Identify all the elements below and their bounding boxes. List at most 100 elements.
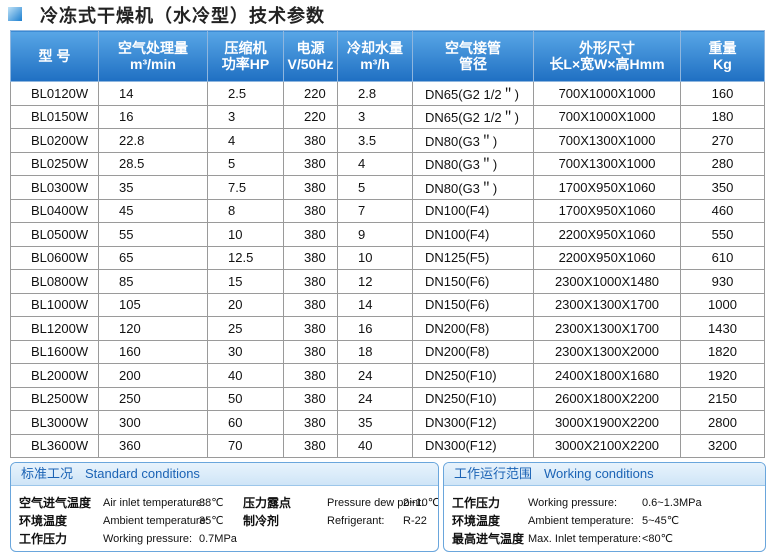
table-cell: 45	[98, 198, 208, 223]
table-cell: BL0250W	[10, 151, 99, 176]
table-cell: 460	[680, 198, 765, 223]
table-cell: 3000X1900X2200	[533, 410, 681, 435]
table-cell: 300	[98, 410, 208, 435]
table-cell: 4	[337, 151, 413, 176]
title: 冷冻式干燥机（水冷型）技术参数	[40, 6, 325, 26]
table-row: BL1000W 105 20 380 14 DN150(F6) 2300X1300X1700…	[10, 292, 765, 317]
label-en: Working pressure:	[528, 497, 618, 509]
table-cell: 160	[98, 339, 208, 364]
header-line: 管径	[459, 56, 487, 72]
header-line: 外形尺寸	[579, 40, 635, 56]
header-line: V/50Hz	[287, 56, 334, 72]
table-cell: 380	[283, 292, 338, 317]
header-line: Kg	[713, 56, 732, 72]
table-cell: 2.5	[207, 81, 284, 106]
table-cell: 220	[283, 81, 338, 106]
table-cell: 60	[207, 410, 284, 435]
table-cell: 250	[98, 386, 208, 411]
table-cell: 35	[337, 410, 413, 435]
table-cell: 2200X950X1060	[533, 222, 681, 247]
table-cell: 1820	[680, 339, 765, 364]
table-cell: 380	[283, 339, 338, 364]
table-cell: 28.5	[98, 151, 208, 176]
table-cell: 7.5	[207, 175, 284, 200]
table-cell: 380	[283, 410, 338, 435]
table-cell: 380	[283, 316, 338, 341]
table-cell: 40	[207, 363, 284, 388]
table-cell: 9	[337, 222, 413, 247]
table-row: BL0120W 14 2.5 220 2.8 DN65(G2 1/2＂) 700X1000X…	[10, 81, 765, 106]
table-cell: 3000X2100X2200	[533, 433, 681, 458]
table-cell: 14	[337, 292, 413, 317]
table-cell: BL2500W	[10, 386, 99, 411]
table-cell: BL0800W	[10, 269, 99, 294]
table-row: BL2500W 250 50 380 24 DN250(F10) 2600X1800X220…	[10, 386, 765, 411]
table-cell: 2.8	[337, 81, 413, 106]
table-cell: 380	[283, 128, 338, 153]
table-cell: 2400X1800X1680	[533, 363, 681, 388]
condition-item: 最高进气温度 Max. Inlet temperature: <80℃	[452, 531, 673, 547]
label-cn: 最高进气温度	[452, 532, 525, 546]
table-cell: DN125(F5)	[412, 245, 534, 270]
value: 35℃	[199, 515, 224, 527]
table-cell: BL2000W	[10, 363, 99, 388]
condition-item: 工作压力 Working pressure: 0.6~1.3MPa	[452, 495, 702, 511]
box-title-cn: 工作运行范围	[454, 466, 533, 481]
table-cell: 3200	[680, 433, 765, 458]
table-cell: 24	[337, 386, 413, 411]
table-row: BL0600W 65 12.5 380 10 DN125(F5) 2200X950X1060…	[10, 245, 765, 270]
condition-item: 工作压力 Working pressure: 0.7MPa	[19, 531, 237, 547]
label-cn: 空气进气温度	[19, 496, 92, 510]
table-cell: 550	[680, 222, 765, 247]
table-cell: 380	[283, 363, 338, 388]
table-cell: 5	[337, 175, 413, 200]
label-cn: 工作压力	[19, 532, 68, 546]
table-cell: 350	[680, 175, 765, 200]
header-line: 型 号	[38, 48, 71, 64]
table-cell: DN150(F6)	[412, 292, 534, 317]
table-cell: 5	[207, 151, 284, 176]
label-en: Pressure dew point:	[327, 497, 425, 509]
value: 0.6~1.3MPa	[642, 497, 702, 509]
table-cell: DN65(G2 1/2＂)	[412, 81, 534, 106]
table-cell: 12	[337, 269, 413, 294]
table-cell: DN250(F10)	[412, 363, 534, 388]
header-line: 重量	[708, 40, 737, 56]
label-cn: 环境温度	[19, 514, 68, 528]
table-cell: DN65(G2 1/2＂)	[412, 104, 534, 129]
box-header: 标准工况 Standard conditions	[11, 463, 438, 486]
label-cn: 压力露点	[243, 496, 292, 510]
table-cell: BL0500W	[10, 222, 99, 247]
table-cell: 35	[98, 175, 208, 200]
table-cell: 70	[207, 433, 284, 458]
table-row: BL0800W 85 15 380 12 DN150(F6) 2300X1000X1480 9…	[10, 269, 765, 294]
table-cell: 55	[98, 222, 208, 247]
table-cell: 380	[283, 151, 338, 176]
column-header: 外形尺寸 长L×宽W×高Hmm	[533, 30, 681, 82]
column-header: 压缩机 功率HP	[207, 30, 284, 82]
table-cell: 85	[98, 269, 208, 294]
label-cn: 环境温度	[452, 514, 501, 528]
label-en: Ambient temperature:	[528, 515, 634, 527]
table-cell: 14	[98, 81, 208, 106]
table-cell: DN80(G3＂)	[412, 128, 534, 153]
header-line: 空气处理量	[118, 40, 188, 56]
table-cell: 1430	[680, 316, 765, 341]
table-row: BL0250W 28.5 5 380 4 DN80(G3＂) 700X1300X1000 28…	[10, 151, 765, 176]
table-cell: 3	[207, 104, 284, 129]
table-row: BL1600W 160 30 380 18 DN200(F8) 2300X1300X2000…	[10, 339, 765, 364]
header-line: 长L×宽W×高Hmm	[549, 56, 665, 72]
table-cell: 1700X950X1060	[533, 175, 681, 200]
standard-conditions: 标准工况 Standard conditions 空气进气温度 Air inlet …	[10, 462, 439, 552]
table-cell: BL0400W	[10, 198, 99, 223]
table-cell: 700X1000X1000	[533, 104, 681, 129]
header-row: 型 号空气处理量 m³/min 压缩机 功率HP 电源 V/50Hz 冷却水量 m³/h 空气接…	[10, 30, 765, 82]
header-line: 压缩机	[224, 40, 267, 56]
table-cell: BL1600W	[10, 339, 99, 364]
header-line: m³/min	[130, 56, 176, 72]
table-cell: 2300X1300X2000	[533, 339, 681, 364]
table-cell: 360	[98, 433, 208, 458]
table-cell: 200	[98, 363, 208, 388]
table-cell: 380	[283, 269, 338, 294]
